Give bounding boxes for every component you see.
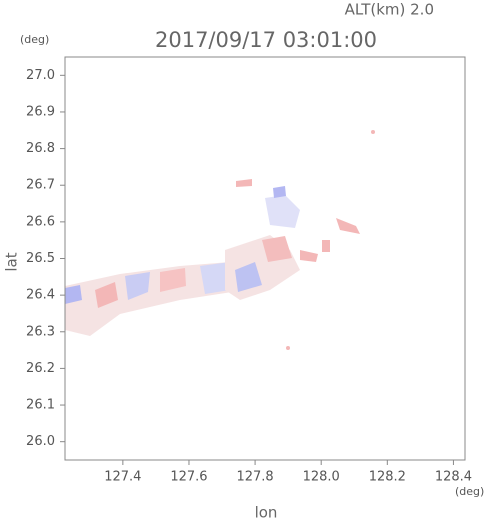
y-tick-label: 26.9 — [26, 104, 55, 119]
y-tick-label: 26.7 — [26, 178, 55, 193]
y-tick-label: 26.1 — [26, 398, 55, 413]
x-tick-label: 128.0 — [303, 470, 340, 485]
y-tick-label: 26.8 — [26, 141, 55, 156]
x-axis-label: lon — [255, 504, 278, 521]
echo-blob — [286, 346, 290, 350]
y-tick-label: 26.3 — [26, 324, 55, 339]
echo-blob — [273, 186, 286, 198]
y-tick-label: 27.0 — [26, 68, 55, 83]
chart-title: 2017/09/17 03:01:00 — [155, 28, 377, 52]
y-axis-label: lat — [3, 252, 21, 271]
echo-blob — [236, 179, 252, 187]
echo-blob — [322, 240, 330, 252]
y-tick-label: 26.6 — [26, 214, 55, 229]
echo-blob — [371, 130, 375, 134]
x-tick-label: 127.4 — [104, 470, 141, 485]
echo-blob — [235, 262, 262, 292]
x-tick-label: 127.8 — [236, 470, 273, 485]
y-unit: (deg) — [20, 33, 49, 46]
echo-band — [65, 262, 232, 336]
chart-subtitle: ALT(km) 2.0 — [345, 1, 434, 19]
y-tick-label: 26.2 — [26, 361, 55, 376]
echo-blob — [65, 285, 82, 304]
x-unit: (deg) — [455, 485, 484, 498]
y-tick-label: 26.0 — [26, 434, 55, 449]
y-tick-label: 26.4 — [26, 288, 55, 303]
y-tick-label: 26.5 — [26, 251, 55, 266]
x-tick-label: 128.2 — [369, 470, 406, 485]
echo-blob — [336, 218, 360, 234]
echo-blob — [265, 195, 300, 228]
echo-blob — [300, 250, 318, 262]
echo-blob — [95, 282, 118, 308]
x-tick-label: 128.4 — [435, 470, 472, 485]
echo-blob — [262, 236, 292, 262]
echo-blob — [125, 272, 150, 300]
echo-blob — [160, 268, 186, 292]
echo-blob — [225, 235, 300, 300]
radar-field — [65, 130, 375, 350]
echo-blob — [200, 262, 230, 294]
x-tick-label: 127.6 — [170, 470, 207, 485]
